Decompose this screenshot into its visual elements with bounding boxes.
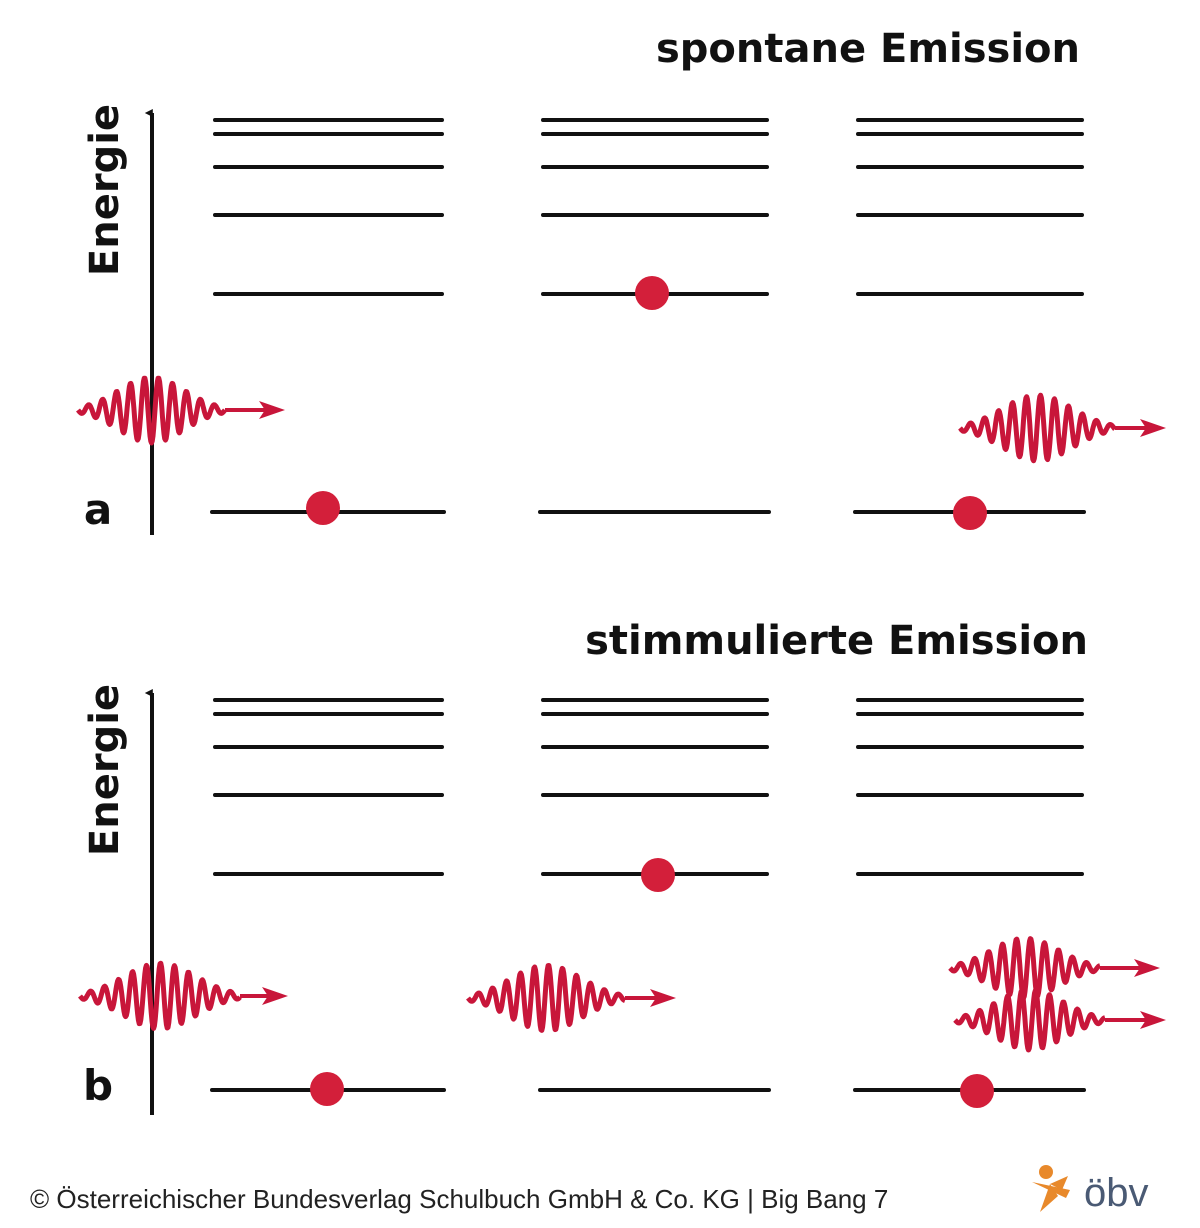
photon-arrowhead [262,987,288,1005]
copyright: © Österreichischer Bundesverlag Schulbuc… [30,1184,888,1214]
photon-arrowhead [1140,1011,1166,1029]
electron [310,1072,344,1106]
panel-title: spontane Emission [656,26,1080,72]
electron [960,1074,994,1108]
panel-letter: a [84,485,112,534]
axis-label: Energie [82,684,128,856]
axis-label: Energie [82,104,128,276]
photon-wave [948,936,1102,1001]
electron [641,858,675,892]
photon-wave [958,392,1117,464]
photon-arrowhead [1134,959,1160,977]
electron [306,491,340,525]
photon-arrowhead [650,989,676,1007]
photon-arrowhead [259,401,285,419]
logo-text: öbv [1084,1171,1149,1215]
logo-icon [1032,1165,1070,1212]
photon-wave [466,963,627,1033]
photon-wave [76,375,227,446]
panel-title: stimmulierte Emission [585,618,1088,664]
photon-wave [78,960,242,1031]
photon-wave [953,988,1107,1053]
electron [953,496,987,530]
panel-letter: b [83,1061,113,1110]
electron [635,276,669,310]
photon-arrowhead [1140,419,1166,437]
